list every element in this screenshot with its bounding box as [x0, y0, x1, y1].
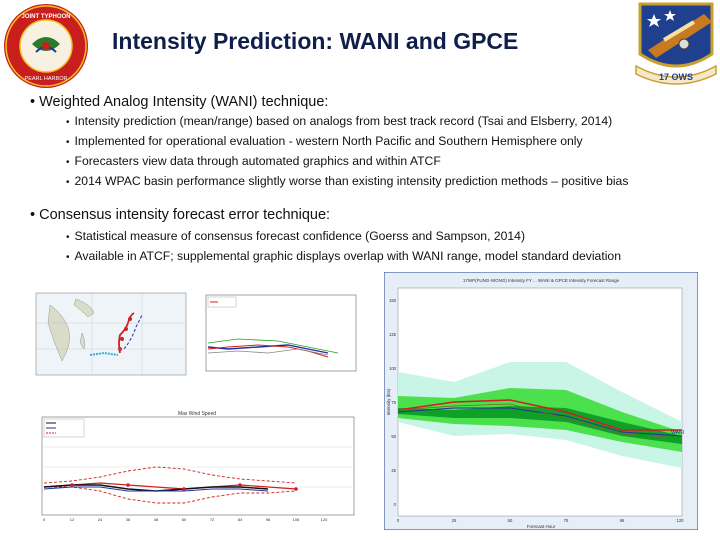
max-wind-title: Max Wind Speed: [178, 411, 216, 417]
gpce-range-figure: 17WP(FUNG-WONG) Intensity FY ... WANI & …: [383, 271, 699, 531]
gpce-ylabel: Intensity (kts): [386, 388, 391, 415]
gpce-legend: WANI: [671, 430, 684, 436]
max-wind-x-tick: 96: [266, 517, 271, 522]
list-item: Statistical measure of consensus forecas…: [66, 226, 621, 246]
gpce-x-tick: 25: [452, 518, 457, 523]
wani-heading: • Weighted Analog Intensity (WANI) techn…: [30, 94, 329, 110]
ows-logo: 17 OWS: [634, 0, 718, 88]
gpce-list: Statistical measure of consensus forecas…: [66, 226, 621, 266]
max-wind-x-tick: 84: [238, 517, 243, 522]
gpce-x-tick: 50: [508, 518, 513, 523]
list-item: Intensity prediction (mean/range) based …: [66, 111, 628, 131]
gpce-x-tick: 120: [677, 518, 685, 523]
gpce-y-tick: 125: [389, 332, 397, 337]
gpce-y-tick: 100: [389, 366, 397, 371]
max-wind-figure: Max Wind Speed 0 12 24 36 4: [32, 407, 362, 531]
max-wind-x-tick: 0: [43, 517, 46, 522]
max-wind-x-tick: 48: [154, 517, 159, 522]
page-title: Intensity Prediction: WANI and GPCE: [112, 28, 519, 54]
gpce-xlabel: Forecast Hour: [527, 524, 556, 529]
gpce-y-tick: 50: [391, 434, 396, 439]
gpce-y-tick: 25: [391, 468, 396, 473]
gpce-y-tick: 150: [389, 298, 397, 303]
gpce-x-tick: 96: [620, 518, 625, 523]
max-wind-x-tick: 60: [182, 517, 187, 522]
max-wind-x-tick: 12: [70, 517, 75, 522]
wani-list: Intensity prediction (mean/range) based …: [66, 111, 629, 191]
list-item: Forecasters view data through automated …: [66, 151, 628, 171]
list-item: Available in ATCF; supplemental graphic …: [66, 246, 621, 266]
max-wind-x-tick: 108: [293, 517, 300, 522]
gpce-y-tick: 75: [391, 400, 396, 405]
track-map-figure: [32, 283, 192, 379]
gpce-figure-title: 17WP(FUNG-WONG) Intensity FY ... WANI & …: [463, 278, 620, 283]
gpce-x-tick: 75: [564, 518, 569, 523]
max-wind-x-tick: 36: [126, 517, 131, 522]
gpce-heading: • Consensus intensity forecast error tec…: [30, 207, 331, 223]
intensity-small-figure: [198, 283, 364, 383]
svg-text:JOINT TYPHOON: JOINT TYPHOON: [21, 14, 70, 20]
max-wind-x-tick: 24: [98, 517, 103, 522]
max-wind-x-tick: 120: [321, 517, 328, 522]
svg-text:17 OWS: 17 OWS: [659, 72, 693, 82]
list-item: 2014 WPAC basin performance slightly wor…: [66, 171, 629, 191]
max-wind-x-tick: 72: [210, 517, 215, 522]
gpce-y-tick: 0: [394, 502, 397, 507]
svg-text:PEARL HARBOR: PEARL HARBOR: [25, 76, 68, 82]
gpce-x-tick: 0: [397, 518, 400, 523]
list-item: Implemented for operational evaluation -…: [66, 131, 628, 151]
jtwc-logo: JOINT TYPHOON PEARL HARBOR: [2, 2, 90, 90]
